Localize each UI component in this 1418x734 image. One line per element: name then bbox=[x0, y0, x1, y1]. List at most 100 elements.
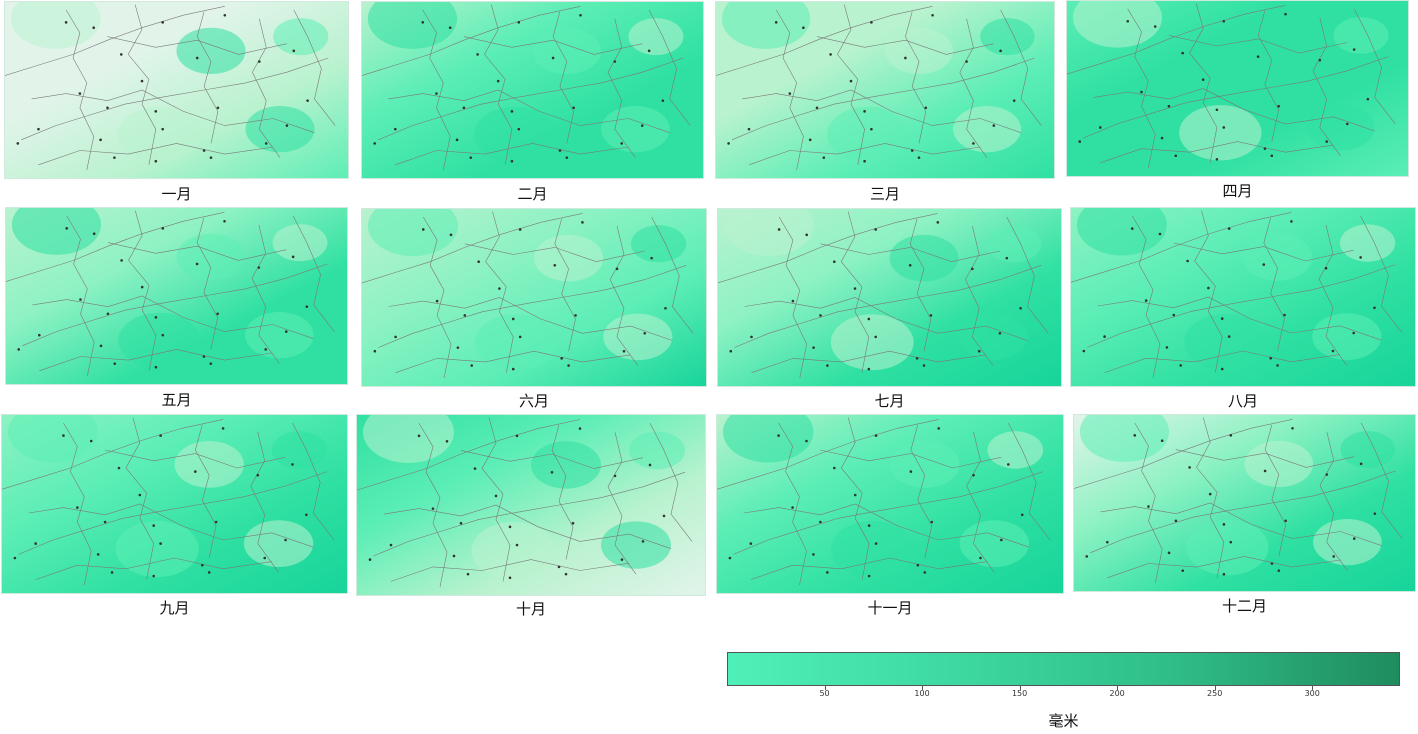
admin-border bbox=[395, 350, 631, 373]
city-marker bbox=[1222, 523, 1226, 526]
month-label: 三月 bbox=[869, 185, 900, 203]
admin-border bbox=[194, 424, 217, 559]
admin-border bbox=[128, 210, 157, 371]
map-frame bbox=[715, 1, 1055, 179]
city-marker bbox=[92, 232, 96, 235]
city-marker bbox=[449, 233, 453, 237]
city-marker bbox=[1284, 519, 1287, 523]
admin-border bbox=[651, 216, 694, 334]
contour-patch bbox=[534, 234, 604, 282]
admin-border bbox=[1104, 350, 1340, 373]
admin-border bbox=[196, 11, 219, 144]
city-marker bbox=[1208, 492, 1212, 496]
admin-border bbox=[820, 243, 1000, 263]
map-frame bbox=[717, 208, 1062, 387]
colorbar-tick-label: 200 bbox=[1109, 689, 1125, 698]
city-marker bbox=[1373, 306, 1376, 310]
city-marker bbox=[571, 521, 575, 525]
city-marker bbox=[572, 106, 575, 110]
city-marker bbox=[394, 335, 397, 339]
city-marker bbox=[1229, 434, 1233, 437]
month-panel-8: 八月 bbox=[1070, 207, 1416, 412]
admin-border bbox=[910, 424, 933, 559]
admin-border bbox=[481, 417, 511, 582]
city-marker bbox=[518, 335, 522, 339]
city-marker bbox=[161, 333, 165, 337]
city-marker bbox=[833, 466, 836, 470]
city-marker bbox=[648, 463, 652, 467]
city-marker bbox=[1291, 426, 1294, 430]
precipitation-map bbox=[1066, 0, 1409, 177]
admin-border bbox=[716, 419, 939, 490]
contour-patch bbox=[885, 27, 953, 74]
city-marker bbox=[808, 138, 812, 142]
contour-patch bbox=[273, 18, 329, 56]
admin-border bbox=[1090, 470, 1396, 554]
city-marker bbox=[494, 494, 498, 498]
city-marker bbox=[620, 558, 624, 561]
precipitation-map bbox=[1070, 207, 1416, 387]
contour-patch bbox=[827, 106, 909, 163]
month-panel-2: 二月 bbox=[361, 1, 704, 206]
admin-border bbox=[551, 424, 574, 560]
city-marker bbox=[1099, 126, 1102, 129]
precipitation-map bbox=[4, 1, 349, 179]
city-marker bbox=[923, 571, 927, 574]
contour-patch bbox=[987, 431, 1044, 469]
admin-border bbox=[356, 419, 581, 491]
city-marker bbox=[431, 507, 435, 510]
precipitation-map bbox=[717, 208, 1062, 387]
city-marker bbox=[470, 364, 474, 367]
map-frame bbox=[361, 208, 707, 387]
admin-border bbox=[1196, 417, 1225, 578]
city-marker bbox=[788, 92, 792, 95]
month-panel-11: 十一月 bbox=[716, 414, 1064, 620]
admin-border bbox=[1189, 3, 1218, 163]
colorbar bbox=[727, 652, 1400, 686]
admin-border bbox=[1107, 556, 1341, 579]
admin-border bbox=[65, 9, 95, 171]
admin-border bbox=[959, 18, 988, 158]
contour-patch bbox=[11, 207, 102, 255]
contour-patch bbox=[830, 314, 914, 371]
admin-border bbox=[609, 225, 639, 366]
city-marker bbox=[1324, 266, 1328, 270]
city-marker bbox=[971, 267, 974, 271]
city-marker bbox=[140, 285, 144, 289]
admin-border bbox=[1318, 224, 1348, 366]
city-marker bbox=[1174, 154, 1178, 158]
admin-border bbox=[775, 9, 804, 171]
contour-patch bbox=[889, 234, 959, 282]
colorbar-tick-mark bbox=[1117, 686, 1119, 690]
contour-patch bbox=[721, 1, 811, 49]
city-marker bbox=[462, 106, 466, 110]
admin-border bbox=[388, 89, 670, 133]
city-marker bbox=[615, 267, 619, 271]
city-marker bbox=[161, 21, 164, 24]
city-marker bbox=[154, 365, 158, 369]
admin-border bbox=[820, 449, 1002, 469]
city-marker bbox=[394, 127, 397, 131]
city-marker bbox=[640, 124, 644, 127]
city-marker bbox=[62, 434, 65, 437]
admin-border bbox=[1360, 215, 1403, 334]
admin-border bbox=[423, 216, 452, 379]
contour-patch bbox=[272, 224, 328, 262]
city-marker bbox=[922, 364, 926, 367]
admin-border bbox=[196, 217, 219, 350]
city-marker bbox=[1165, 346, 1169, 349]
colorbar-tick-label: 300 bbox=[1304, 689, 1320, 698]
city-marker bbox=[1373, 512, 1377, 515]
admin-border bbox=[744, 297, 1028, 341]
city-marker bbox=[867, 367, 871, 371]
city-marker bbox=[826, 364, 829, 367]
city-marker bbox=[1158, 232, 1162, 236]
city-marker bbox=[195, 262, 199, 266]
city-marker bbox=[729, 349, 733, 353]
city-marker bbox=[373, 349, 377, 353]
contour-patch bbox=[115, 520, 199, 578]
precipitation-map bbox=[716, 414, 1064, 594]
city-marker bbox=[1160, 136, 1164, 140]
admin-border bbox=[250, 431, 279, 573]
city-marker bbox=[368, 558, 372, 561]
